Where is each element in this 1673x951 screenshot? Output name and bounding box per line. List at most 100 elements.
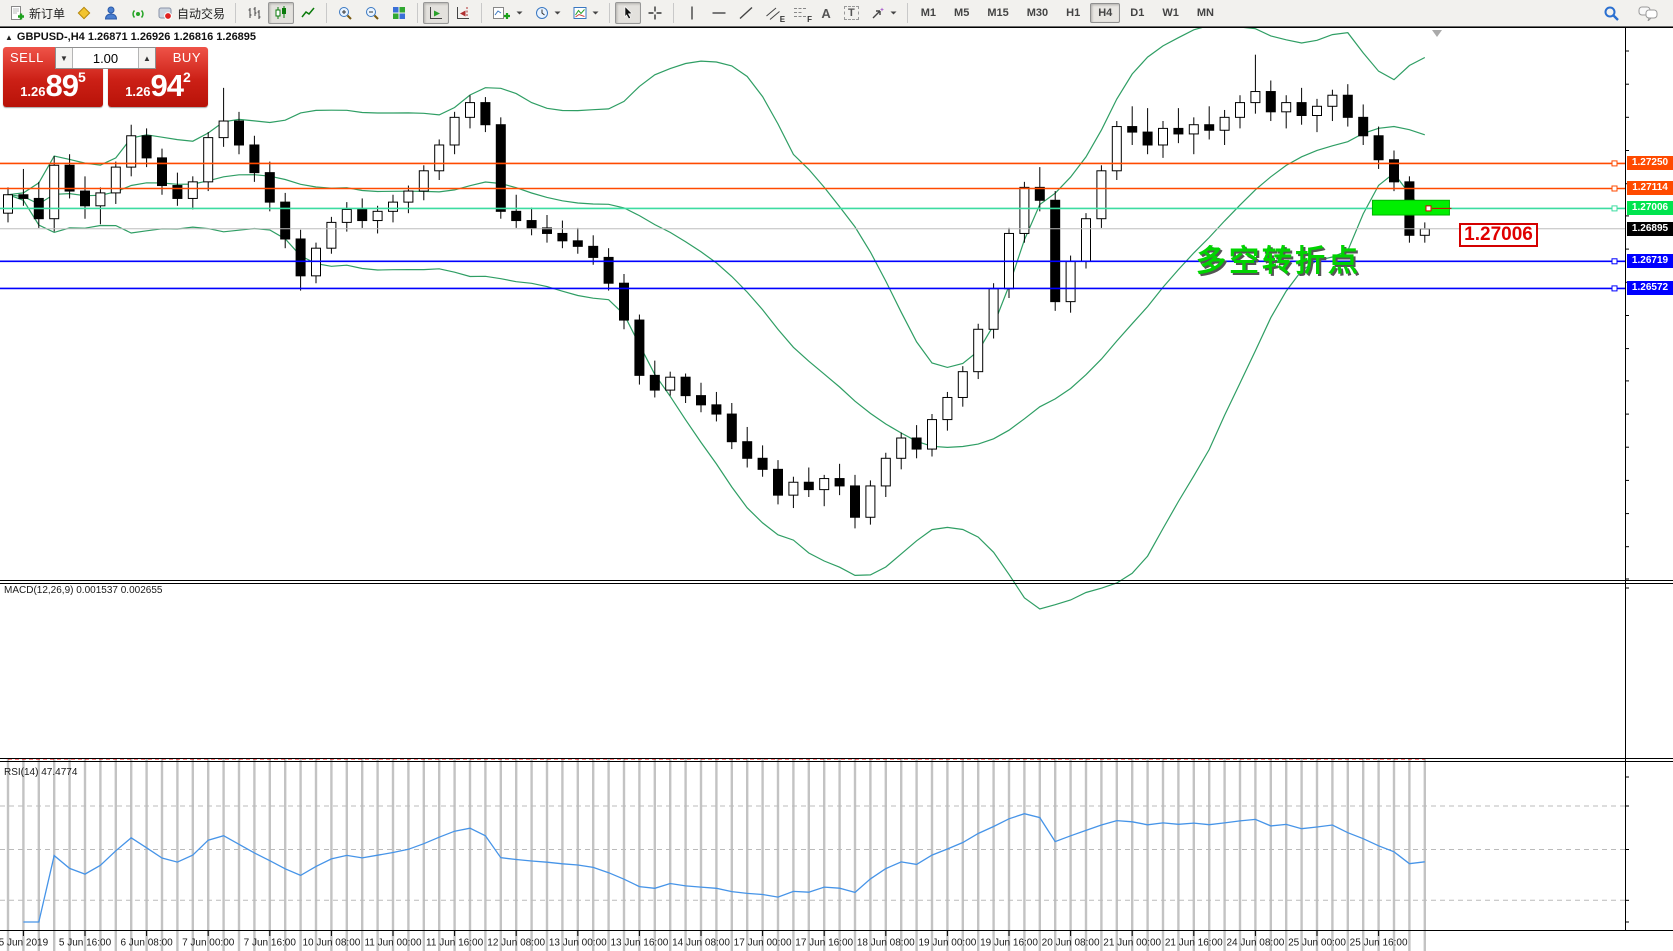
candle-body <box>249 144 260 174</box>
chat-button[interactable] <box>1633 2 1663 24</box>
template-icon <box>573 7 587 19</box>
price-badge: 1.26572 <box>1627 281 1673 296</box>
candle-body <box>526 220 537 229</box>
svg-text:19 Jun 16:00: 19 Jun 16:00 <box>980 938 1038 949</box>
timeframe-group: M1 M5 M15 M30 H1 H4 D1 W1 MN <box>913 3 1222 23</box>
candle-body <box>757 457 768 470</box>
clock-icon <box>536 7 549 19</box>
chart-candles-button[interactable] <box>268 2 295 24</box>
volume-increase-button[interactable]: ▲ <box>138 48 155 68</box>
candle-body <box>711 404 722 415</box>
candle-body <box>1127 126 1138 133</box>
candle-body <box>1081 218 1091 262</box>
timeframe-mn-button[interactable]: MN <box>1189 3 1222 23</box>
svg-text:21 Jun 16:00: 21 Jun 16:00 <box>1165 938 1223 949</box>
price-callout-label[interactable]: 1.27006 <box>1459 223 1538 247</box>
text-button[interactable]: A <box>814 2 838 24</box>
periods-button[interactable] <box>529 2 566 24</box>
svg-text:13 Jun 00:00: 13 Jun 00:00 <box>549 938 607 949</box>
highlight-rectangle[interactable] <box>1371 199 1450 216</box>
chart-shift-marker[interactable] <box>1432 30 1442 37</box>
profile-button[interactable] <box>98 2 124 24</box>
timeframe-h4-button[interactable]: H4 <box>1090 3 1121 23</box>
horizontal-lines[interactable] <box>0 160 1625 292</box>
chart-line-button[interactable] <box>295 2 321 24</box>
candle-body <box>1111 126 1122 172</box>
price-badge: 1.27114 <box>1627 181 1673 196</box>
svg-text:11 Jun 00:00: 11 Jun 00:00 <box>364 938 422 949</box>
candle-body <box>95 192 106 207</box>
crosshair-button[interactable] <box>642 2 668 24</box>
timeframe-m15-button[interactable]: M15 <box>979 3 1016 23</box>
volume-decrease-button[interactable]: ▼ <box>56 48 73 68</box>
svg-text:1.26965: 1.26965 <box>1632 27 1669 30</box>
svg-text:1.27140: 1.27140 <box>1632 27 1669 30</box>
channel-button[interactable]: E <box>760 2 786 24</box>
macd-histogram <box>6 759 1427 951</box>
svg-text:-0.004645: -0.004645 <box>1632 27 1673 30</box>
chart-canvas[interactable]: 1.278601.276801.275001.273201.271401.269… <box>0 27 1673 951</box>
chart-bars-button[interactable] <box>241 2 267 24</box>
chart-shift-button[interactable] <box>450 2 476 24</box>
equidistant-channel-icon <box>766 7 780 20</box>
timeframe-d1-button[interactable]: D1 <box>1122 3 1152 23</box>
hline-handle <box>1611 185 1618 192</box>
price-badge: 1.26719 <box>1627 254 1673 269</box>
svg-text:17 Jun 00:00: 17 Jun 00:00 <box>734 938 792 949</box>
zoom-out-button[interactable] <box>359 2 385 24</box>
candle-body <box>449 116 460 146</box>
chart-annotation-text[interactable]: 多空转折点 <box>1196 245 1361 278</box>
bid-sup: 5 <box>78 69 86 85</box>
candle-body <box>542 227 552 234</box>
timeframe-m1-button[interactable]: M1 <box>913 3 944 23</box>
candle-body <box>1219 116 1230 131</box>
timeframe-h1-button[interactable]: H1 <box>1058 3 1088 23</box>
signals-button[interactable] <box>125 2 151 24</box>
toolbar-separator <box>235 3 237 23</box>
cursor-button[interactable] <box>615 2 642 24</box>
price-badge: 1.27006 <box>1627 201 1673 216</box>
candle-body <box>834 478 845 487</box>
timeframe-w1-button[interactable]: W1 <box>1154 3 1187 23</box>
zoom-in-button[interactable] <box>332 2 358 24</box>
new-order-button[interactable]: 新订单 <box>4 2 70 24</box>
tile-windows-button[interactable] <box>386 2 412 24</box>
candle-body <box>326 221 337 249</box>
timeframe-m5-button[interactable]: M5 <box>946 3 977 23</box>
hline-handle <box>1611 205 1618 212</box>
svg-text:1.25710: 1.25710 <box>1632 27 1669 30</box>
label-tool-icon: T <box>844 6 859 20</box>
toolbar-separator <box>906 3 908 23</box>
fibonacci-button[interactable]: F <box>787 2 813 24</box>
candle-body <box>819 478 830 491</box>
candle-body <box>1312 105 1322 117</box>
timeframe-m30-button[interactable]: M30 <box>1019 3 1056 23</box>
autotrading-button[interactable]: 自动交易 <box>152 2 230 24</box>
new-chart-button[interactable] <box>487 2 528 24</box>
label-button[interactable]: T <box>839 2 864 24</box>
shapes-button[interactable] <box>865 2 902 24</box>
candle-body <box>18 194 29 199</box>
candle-body <box>649 374 660 391</box>
candle-body <box>465 102 475 118</box>
trendline-button[interactable] <box>733 2 759 24</box>
symbol-ohlc-text: GBPUSD-,H4 1.26871 1.26926 1.26816 1.268… <box>16 31 257 43</box>
svg-text:18 Jun 08:00: 18 Jun 08:00 <box>857 938 915 949</box>
candle-body <box>1096 170 1107 220</box>
candle-body <box>665 376 676 391</box>
candle-body <box>187 181 198 199</box>
templates-button[interactable] <box>567 2 604 24</box>
auto-scroll-button[interactable] <box>423 2 450 24</box>
search-button[interactable] <box>1598 2 1625 24</box>
profile-icon <box>105 6 118 20</box>
vertical-line-icon <box>691 6 693 20</box>
text-tool-icon: A <box>821 5 831 21</box>
candlestick-icon <box>275 6 287 19</box>
volume-input[interactable]: 1.00 <box>92 50 119 66</box>
search-icon <box>1604 6 1619 21</box>
svg-text:100: 100 <box>1632 27 1649 30</box>
vertical-line-button[interactable] <box>679 2 705 24</box>
horizontal-line-button[interactable] <box>706 2 732 24</box>
metaeditor-button[interactable] <box>71 2 97 24</box>
collapse-panel-icon[interactable]: ▲ <box>5 32 13 42</box>
